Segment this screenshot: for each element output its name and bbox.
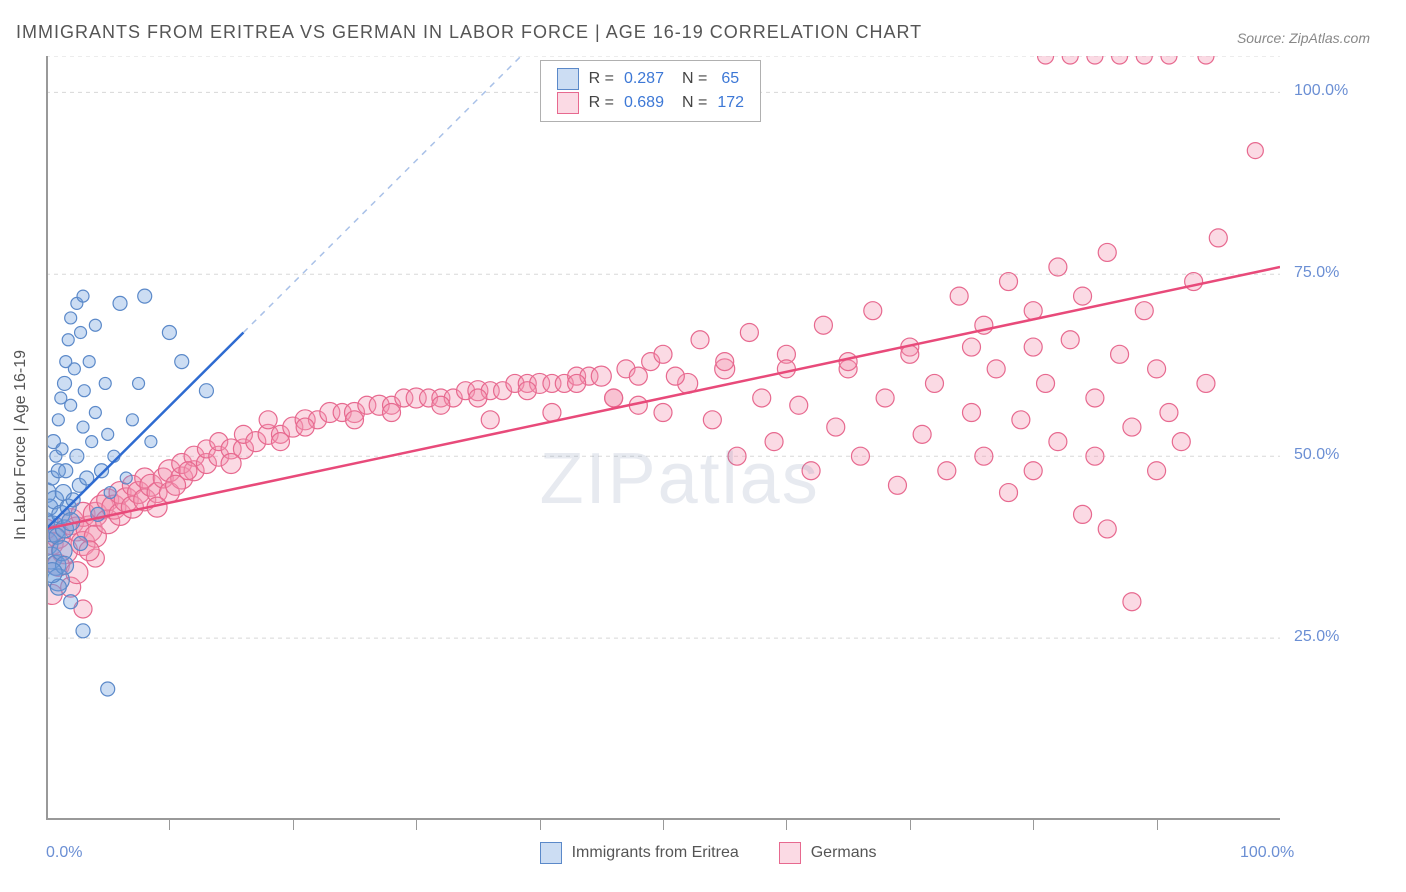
x-tick — [663, 820, 664, 830]
chart-title: IMMIGRANTS FROM ERITREA VS GERMAN IN LAB… — [16, 22, 922, 43]
legend-eritrea-r: 0.287 — [624, 67, 664, 91]
x-tick — [910, 820, 911, 830]
legend-germans-r: 0.689 — [624, 91, 664, 115]
swatch-eritrea-icon — [540, 842, 562, 864]
swatch-eritrea-icon — [557, 68, 579, 90]
legend-stats: R = 0.287 N = 65 R = 0.689 N = 172 — [540, 60, 761, 122]
plot-axes — [46, 56, 1280, 820]
legend-n-label: N = — [682, 91, 707, 115]
x-tick — [169, 820, 170, 830]
source-label: Source: ZipAtlas.com — [1237, 30, 1370, 46]
x-tick — [1157, 820, 1158, 830]
x-tick-label: 0.0% — [46, 844, 82, 862]
x-tick — [786, 820, 787, 830]
legend-germans-n: 172 — [717, 91, 744, 115]
legend-n-label: N = — [682, 67, 707, 91]
x-tick — [1033, 820, 1034, 830]
y-tick-label: 75.0% — [1294, 264, 1339, 282]
legend-r-label: R = — [589, 67, 614, 91]
y-axis-label: In Labor Force | Age 16-19 — [12, 350, 30, 540]
legend-r-label: R = — [589, 91, 614, 115]
legend-germans-label: Germans — [811, 844, 877, 862]
legend-eritrea-label: Immigrants from Eritrea — [572, 844, 739, 862]
x-tick-label: 100.0% — [1240, 844, 1294, 862]
y-tick-label: 25.0% — [1294, 628, 1339, 646]
x-tick — [293, 820, 294, 830]
x-tick — [540, 820, 541, 830]
y-tick-label: 50.0% — [1294, 446, 1339, 464]
legend-series: Immigrants from Eritrea Germans — [540, 842, 877, 864]
swatch-germans-icon — [779, 842, 801, 864]
swatch-germans-icon — [557, 92, 579, 114]
x-tick — [416, 820, 417, 830]
y-tick-label: 100.0% — [1294, 82, 1348, 100]
legend-eritrea-n: 65 — [721, 67, 739, 91]
